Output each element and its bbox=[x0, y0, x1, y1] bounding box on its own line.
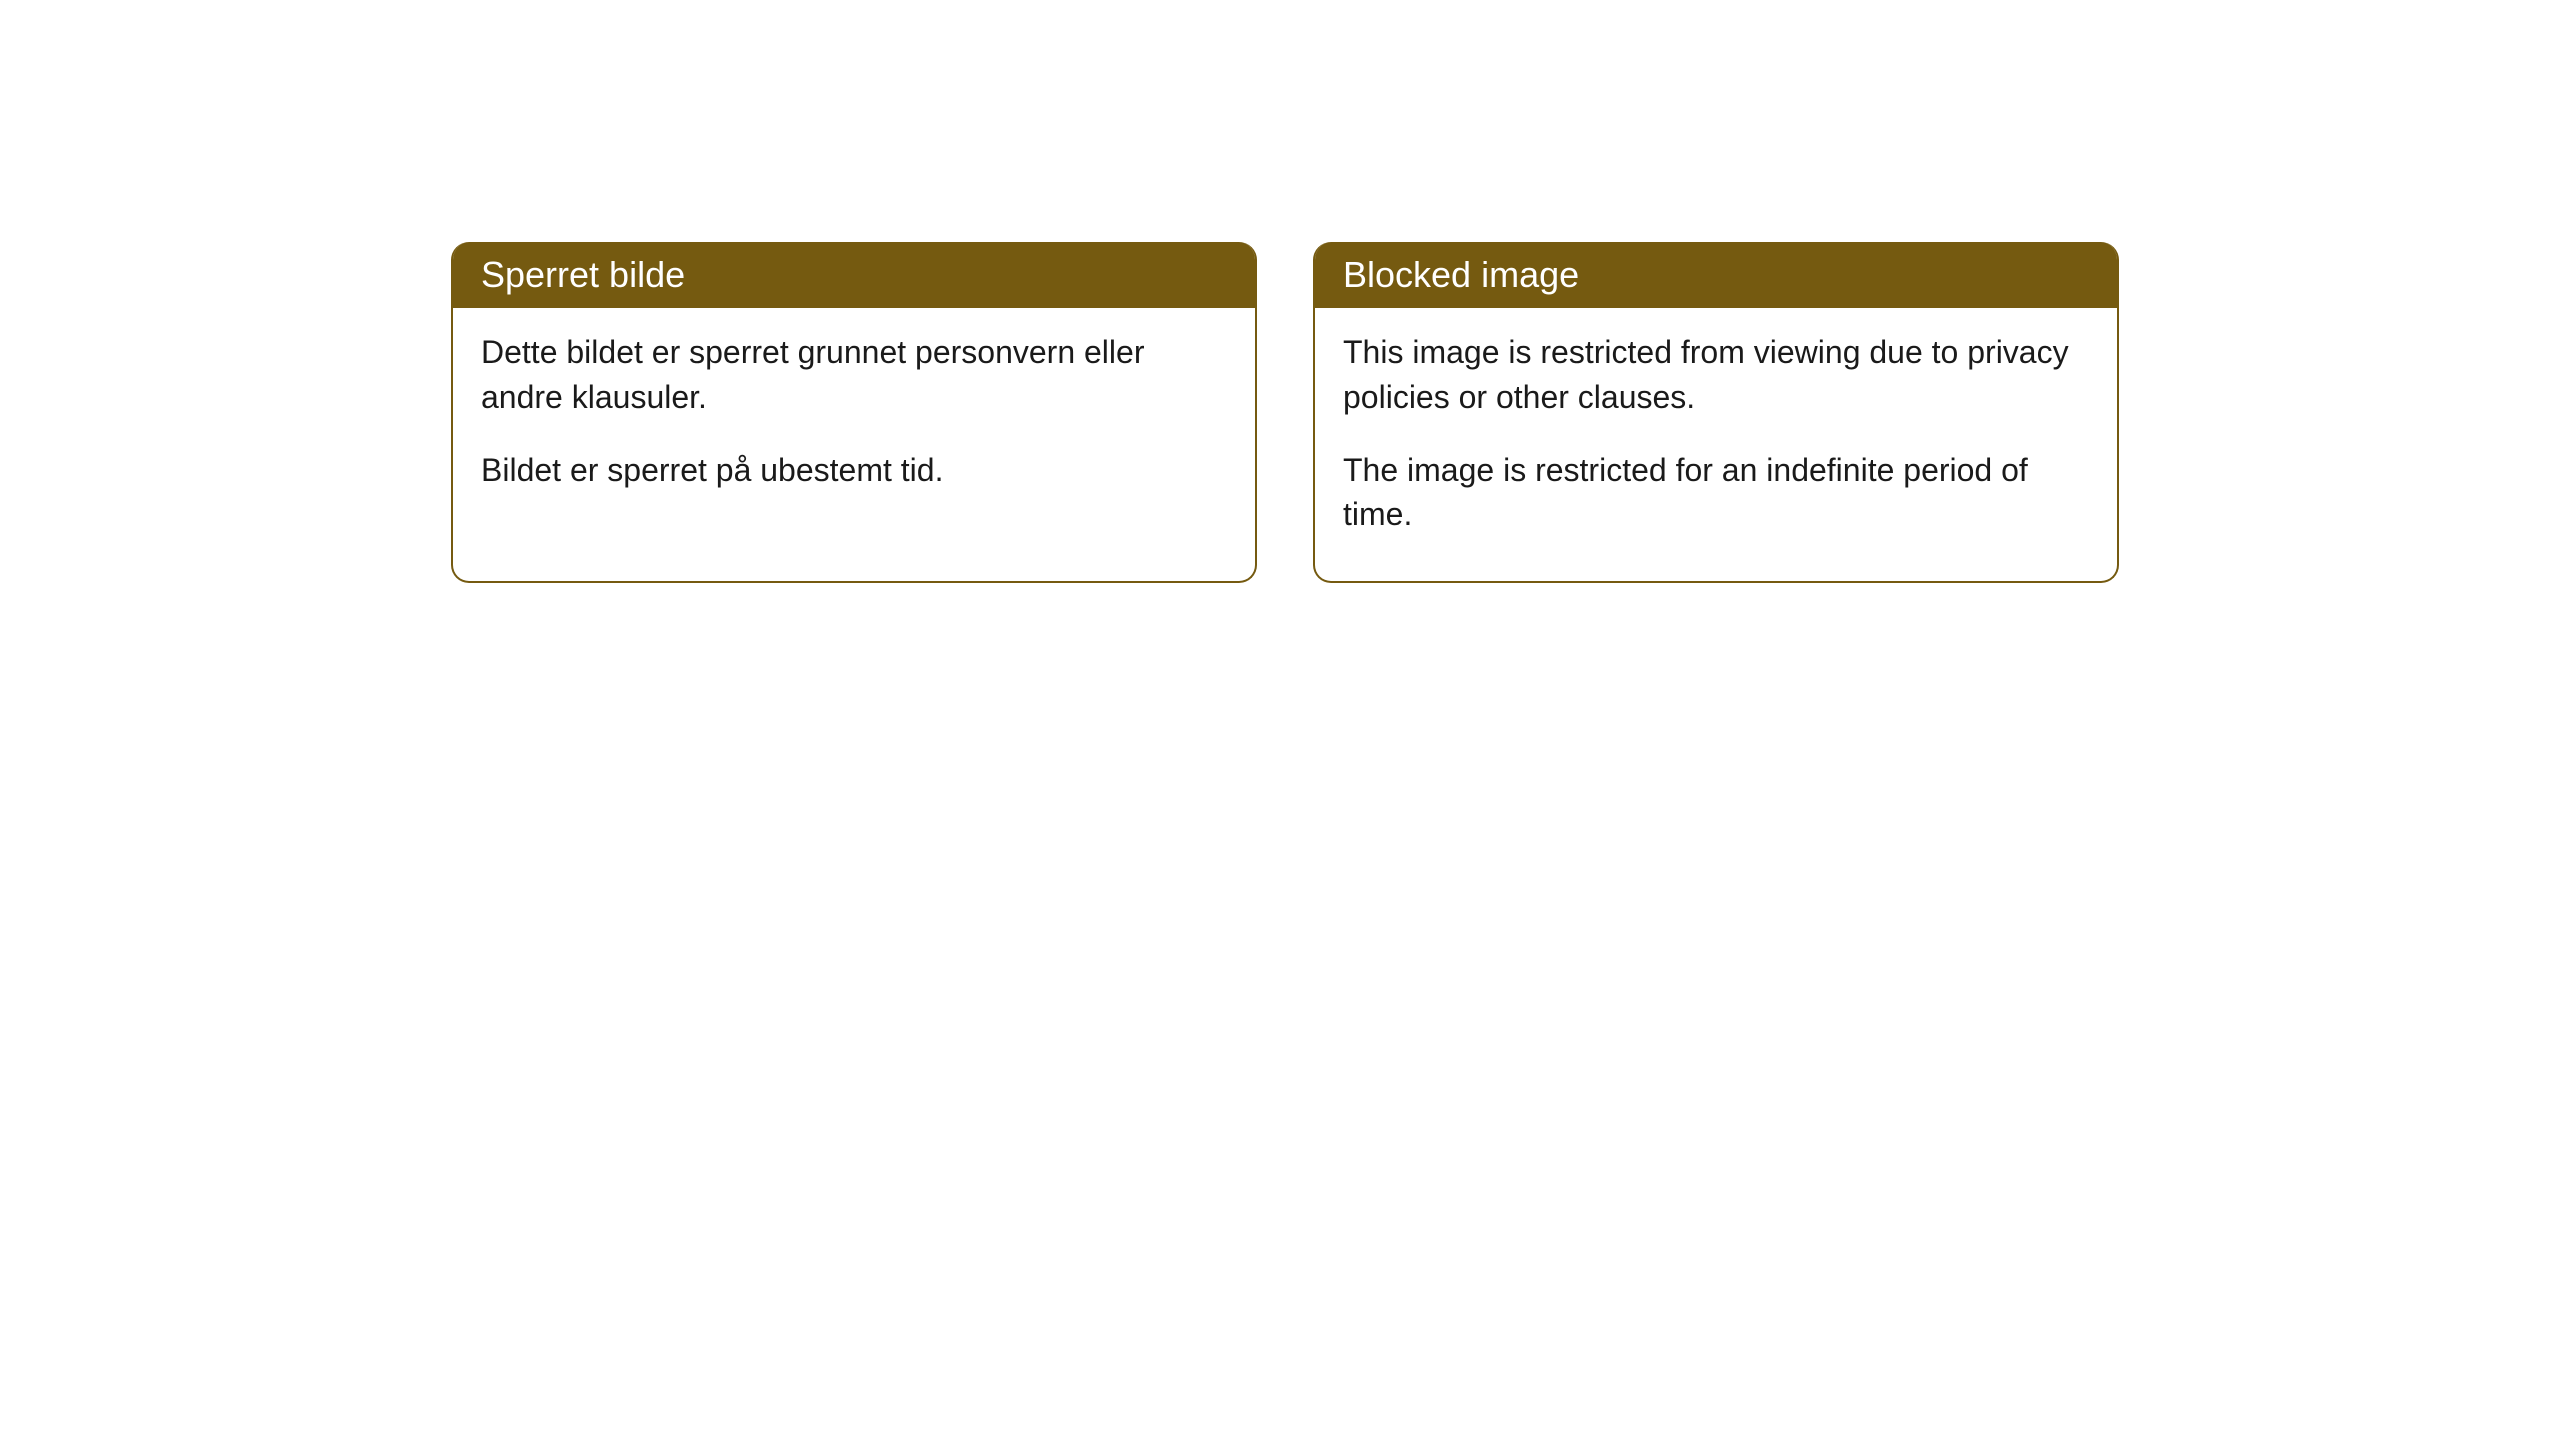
card-body: Dette bildet er sperret grunnet personve… bbox=[453, 308, 1255, 536]
card-header: Blocked image bbox=[1315, 242, 2117, 308]
card-title: Sperret bilde bbox=[481, 254, 685, 295]
notice-card-english: Blocked image This image is restricted f… bbox=[1313, 242, 2119, 583]
card-body: This image is restricted from viewing du… bbox=[1315, 308, 2117, 581]
notice-card-norwegian: Sperret bilde Dette bildet er sperret gr… bbox=[451, 242, 1257, 583]
card-header: Sperret bilde bbox=[453, 242, 1255, 308]
card-paragraph: Dette bildet er sperret grunnet personve… bbox=[481, 330, 1227, 420]
cards-container: Sperret bilde Dette bildet er sperret gr… bbox=[451, 242, 2119, 583]
card-paragraph: The image is restricted for an indefinit… bbox=[1343, 448, 2089, 538]
card-paragraph: Bildet er sperret på ubestemt tid. bbox=[481, 448, 1227, 493]
card-title: Blocked image bbox=[1343, 254, 1579, 295]
card-paragraph: This image is restricted from viewing du… bbox=[1343, 330, 2089, 420]
